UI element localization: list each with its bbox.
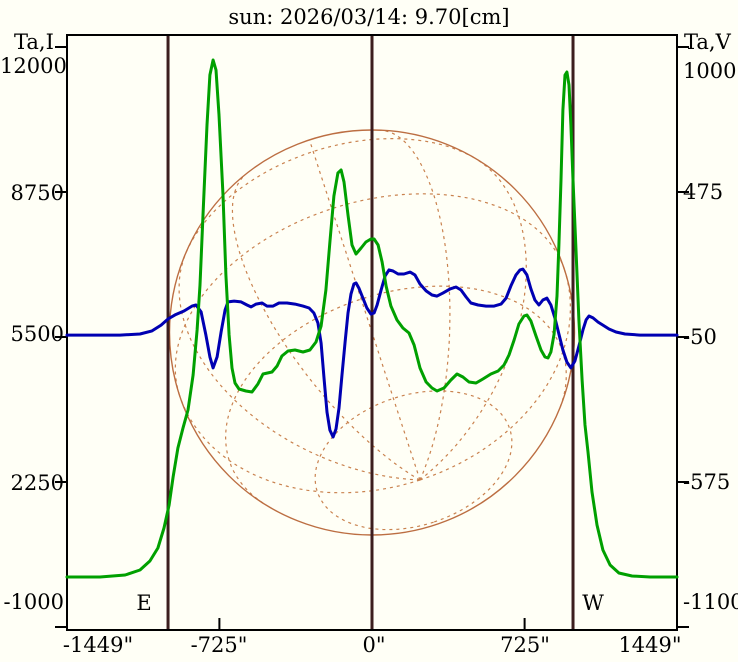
right-axis-label: Ta,V — [684, 30, 731, 54]
right-axis-tick: -1100 — [683, 590, 738, 614]
left-axis-tick: 8750 — [10, 181, 64, 205]
x-axis-tick: -725" — [190, 633, 248, 657]
east-limb-label: E — [136, 591, 152, 615]
right-axis-tick: -50 — [683, 325, 717, 349]
x-axis-tick: 1449" — [618, 633, 682, 657]
west-limb-label: W — [582, 591, 604, 615]
left-axis-label: Ta,I — [14, 30, 54, 54]
x-axis-tick: 725" — [500, 633, 550, 657]
right-axis-tick: 1000 — [683, 59, 737, 83]
right-axis-tick: -575 — [683, 470, 731, 494]
left-axis-tick: 12000 — [0, 54, 67, 78]
left-axis-tick: -1000 — [3, 590, 64, 614]
left-axis-tick: 2250 — [10, 471, 64, 495]
plot-title: sun: 2026/03/14: 9.70[cm] — [228, 5, 510, 29]
left-axis-tick: 5500 — [10, 322, 64, 346]
x-axis-tick: -1449" — [62, 633, 134, 657]
x-axis-tick: 0" — [362, 633, 386, 657]
right-axis-tick: 475 — [683, 180, 724, 204]
